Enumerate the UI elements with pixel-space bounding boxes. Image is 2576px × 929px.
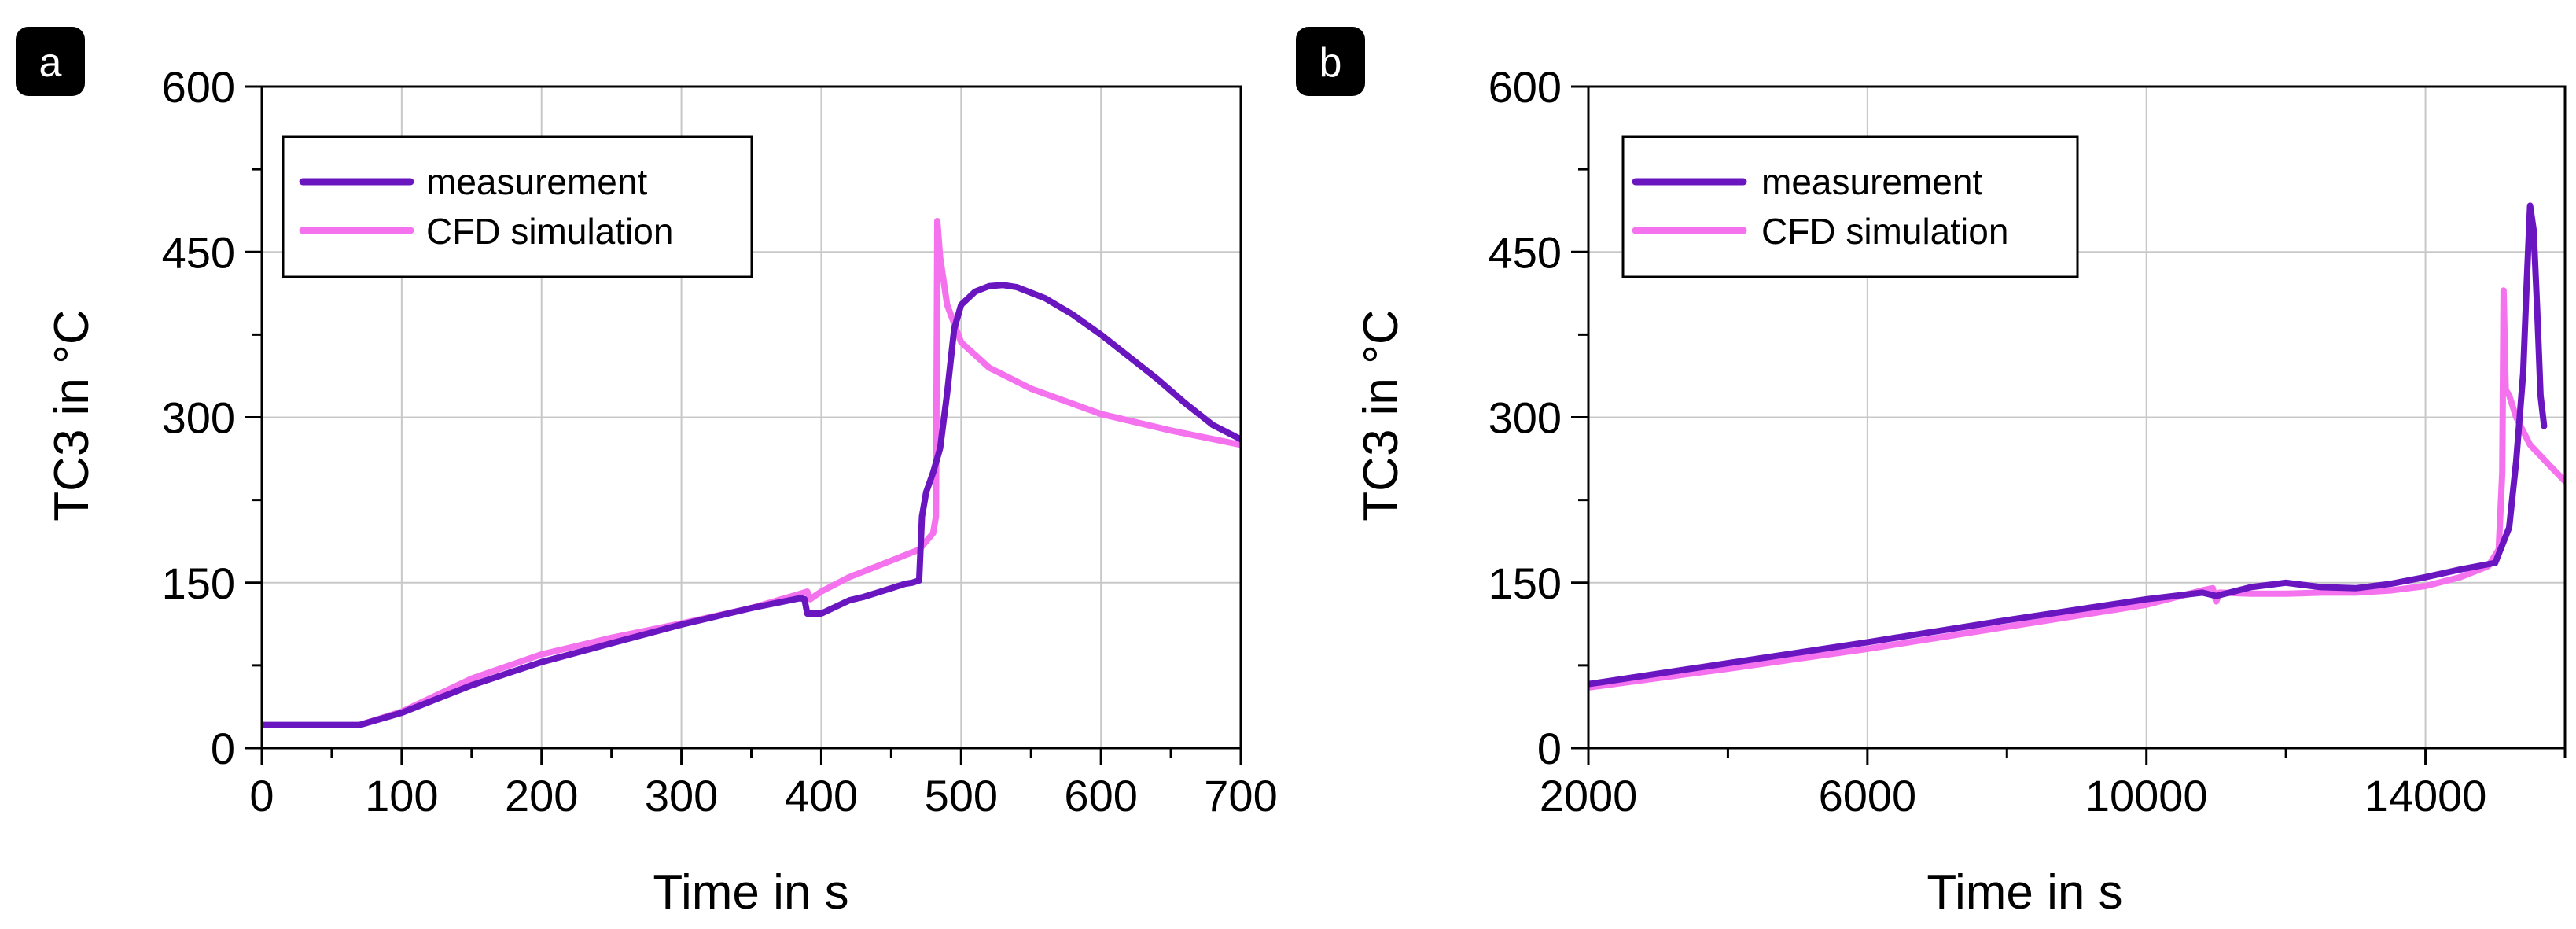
- panel-a-legend: measurement CFD simulation: [282, 135, 753, 278]
- panel-a-badge-background: [16, 27, 85, 96]
- panel-b-series-group: [1588, 202, 2565, 691]
- panel-b-y-tick-label: 300: [1489, 393, 1562, 443]
- panel-b-y-axis-title: TC3 in °C: [1354, 309, 1408, 521]
- panel-a-series-measurement-line: [262, 282, 1241, 728]
- panel-a-x-tick-label: 700: [1204, 771, 1277, 820]
- panel-b-axis-ticks: 2000 6000 10000 14000 0 150 300 450 600: [1489, 62, 2567, 820]
- panel-a-badge: a: [16, 27, 85, 96]
- panel-a-y-tick-label: 0: [211, 724, 235, 773]
- panel-b-x-tick-label: 2000: [1540, 771, 1638, 820]
- panel-a-y-tick-label: 600: [162, 62, 235, 112]
- panel-a-y-tick-label: 450: [162, 227, 235, 277]
- panel-b-badge: b: [1296, 27, 1365, 96]
- chart-panel-a: a 0 100 200 300 400 500 600 700 0 150 300 450 600 Ti…: [16, 27, 1278, 920]
- panel-a-x-tick-label: 100: [365, 771, 438, 820]
- panel-b-series-measurement-line: [1588, 202, 2548, 688]
- panel-a-x-tick-label: 200: [505, 771, 578, 820]
- panel-a-x-tick-label: 0: [249, 771, 274, 820]
- panel-a-series-cfd-simulation-line: [356, 218, 1241, 728]
- panel-b-x-tick-label: 14000: [2364, 771, 2487, 820]
- panel-b-x-tick-label: 10000: [2085, 771, 2208, 820]
- panel-b-y-tick-label: 450: [1489, 227, 1562, 277]
- panel-a-x-axis-title: Time in s: [653, 865, 848, 920]
- panel-a-x-tick-label: 400: [785, 771, 858, 820]
- panel-b-legend: measurement CFD simulation: [1621, 135, 2079, 278]
- panel-a-legend-label-cfd-simulation: CFD simulation: [426, 211, 673, 252]
- panel-a-letter: a: [39, 40, 62, 86]
- panel-a-axis-ticks: 0 100 200 300 400 500 600 700 0 150 300 450 600: [162, 62, 1278, 820]
- panel-b-x-axis-title: Time in s: [1926, 865, 2122, 920]
- panel-a-y-tick-label: 150: [162, 559, 235, 608]
- panel-b-x-tick-label: 6000: [1819, 771, 1917, 820]
- panel-b-letter: b: [1319, 40, 1342, 86]
- panel-a-legend-box: [282, 135, 753, 278]
- panel-b-legend-box: [1621, 135, 2079, 278]
- panel-a-x-tick-label: 500: [925, 771, 998, 820]
- panel-b-y-tick-label: 600: [1489, 62, 1562, 112]
- panel-b-y-tick-label: 150: [1489, 559, 1562, 608]
- panel-a-x-tick-label: 600: [1064, 771, 1137, 820]
- panel-a-y-tick-label: 300: [162, 393, 235, 443]
- chart-panel-b: b 2000 6000 10000 14000 0 150 300 450 600 Time i…: [1296, 27, 2567, 920]
- panel-b-y-tick-label: 0: [1537, 724, 1562, 773]
- panel-a-x-tick-label: 300: [645, 771, 718, 820]
- panel-b-badge-background: [1296, 27, 1365, 96]
- panel-a-series-group: [262, 218, 1241, 728]
- panel-b-series-cfd-simulation-line: [1588, 287, 2565, 691]
- panel-a-legend-label-measurement: measurement: [426, 161, 647, 202]
- panel-a-y-axis-title: TC3 in °C: [45, 309, 99, 521]
- panel-b-legend-label-cfd-simulation: CFD simulation: [1761, 211, 2008, 252]
- panel-b-legend-label-measurement: measurement: [1761, 161, 1982, 202]
